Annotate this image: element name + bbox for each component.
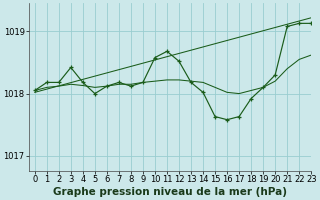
X-axis label: Graphe pression niveau de la mer (hPa): Graphe pression niveau de la mer (hPa)	[53, 187, 287, 197]
